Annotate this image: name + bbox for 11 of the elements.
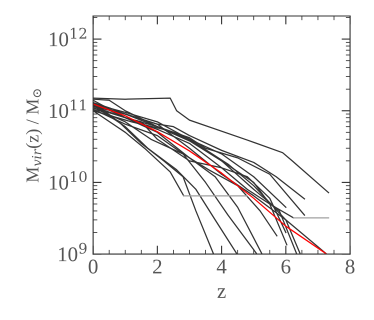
y-tick-label: 10$^{12}$ [50, 28, 86, 46]
y-tick-label: 10$^{9}$ [59, 242, 87, 262]
x-tick-label: 6 [282, 260, 290, 274]
y-tick-label: 10$^{11}$ [50, 99, 86, 118]
x-tick-label: 0 [88, 260, 98, 274]
y-tick-label: 10$^{10}$ [50, 171, 87, 190]
x-axis-title: z [218, 288, 226, 298]
y-axis-title: M$_{vir}$(z) / M$_{⊙}$ [26, 89, 42, 182]
x-tick-label: 4 [216, 260, 226, 274]
x-tick-label: 8 [346, 260, 354, 274]
x-tick-label: 2 [153, 260, 162, 274]
